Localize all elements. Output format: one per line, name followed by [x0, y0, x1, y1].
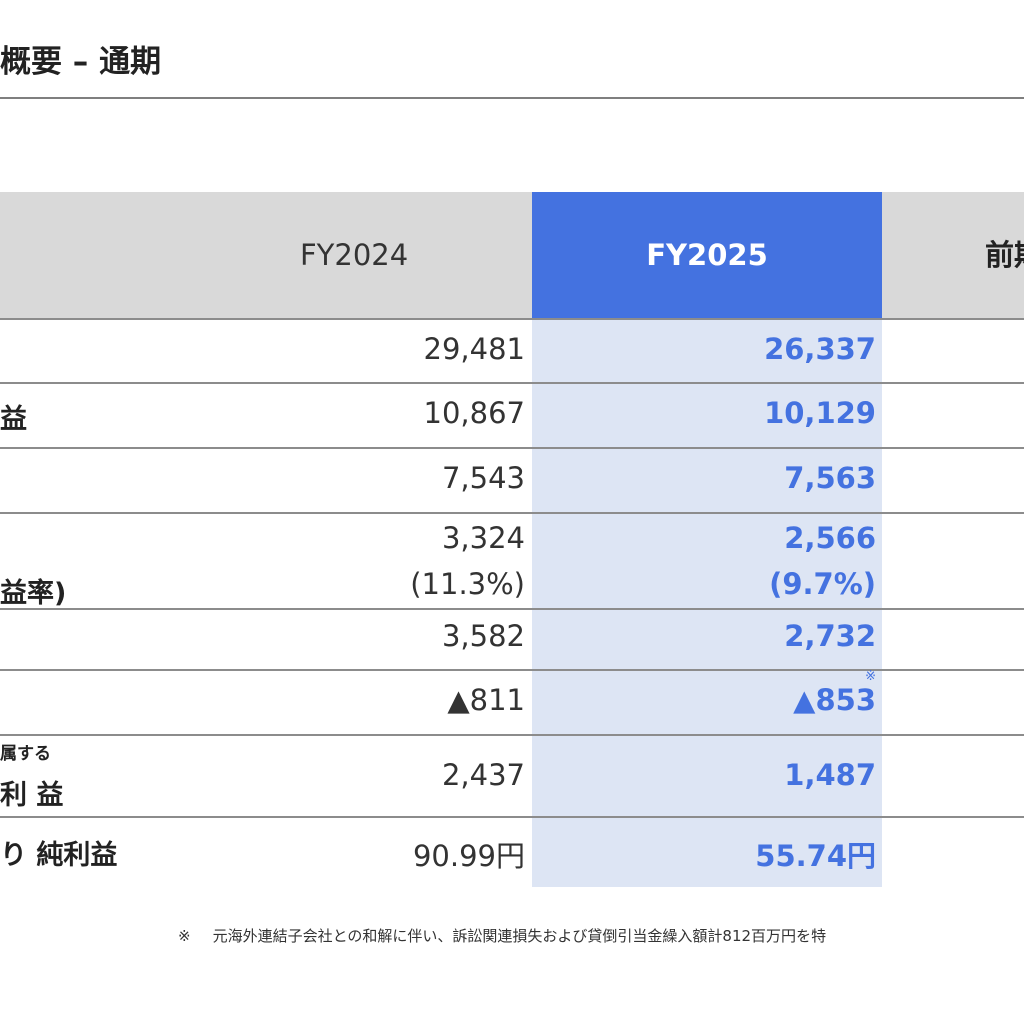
- header-previous-period: 前期: [985, 238, 1024, 272]
- cell-fy2024: 2,437: [441, 758, 525, 792]
- cell-fy2024: 3,324: [441, 521, 525, 555]
- cell-fy2025: ▲853 ※: [793, 669, 876, 717]
- cell-fy2024: 7,543: [441, 461, 525, 495]
- header-fy2024: FY2024: [300, 238, 409, 272]
- row-divider: [0, 447, 1024, 449]
- footnote: ※ 元海外連結子会社との和解に伴い、訴訟関連損失および貸倒引当金繰入額計812百万…: [178, 925, 826, 946]
- cell-fy2024: 3,582: [441, 619, 525, 653]
- row-divider: [0, 318, 1024, 320]
- row-divider: [0, 382, 1024, 384]
- row-divider: [0, 734, 1024, 736]
- page-title: 概要 – 通期: [0, 44, 162, 80]
- row-divider: [0, 669, 1024, 671]
- row-label: 益: [0, 404, 27, 435]
- cell-fy2025: 10,129: [764, 396, 876, 430]
- row-divider: [0, 608, 1024, 610]
- cell-fy2024: 29,481: [423, 332, 525, 366]
- row-divider: [0, 512, 1024, 514]
- footnote-mark: ※: [865, 669, 876, 684]
- cell-fy2025-ratio: (9.7%): [769, 567, 876, 601]
- cell-fy2024-ratio: (11.3%): [410, 567, 525, 601]
- cell-fy2025: 1,487: [784, 758, 876, 792]
- cell-fy2024: ▲811: [447, 683, 525, 717]
- cell-fy2024: 10,867: [423, 396, 525, 430]
- row-label: 利 益: [0, 780, 64, 811]
- cell-fy2025: 26,337: [764, 332, 876, 366]
- cell-fy2025: 2,732: [784, 619, 876, 653]
- cell-fy2024: 90.99円: [412, 839, 525, 873]
- row-label: 益率): [0, 578, 67, 609]
- row-label-prefix: 属する: [0, 744, 51, 764]
- cell-fy2025-value: ▲853: [793, 683, 876, 717]
- title-divider: [0, 97, 1024, 99]
- footnote-text: 元海外連結子会社との和解に伴い、訴訟関連損失および貸倒引当金繰入額計812百万円…: [212, 927, 827, 945]
- row-divider: [0, 816, 1024, 818]
- cell-fy2025: 55.74円: [755, 839, 876, 873]
- cell-fy2025: 2,566: [784, 521, 876, 555]
- footnote-symbol: ※: [178, 927, 191, 945]
- row-label: り 純利益: [0, 840, 118, 871]
- fy2025-header-cell: [532, 192, 882, 318]
- cell-fy2025: 7,563: [784, 461, 876, 495]
- header-fy2025: FY2025: [646, 238, 768, 272]
